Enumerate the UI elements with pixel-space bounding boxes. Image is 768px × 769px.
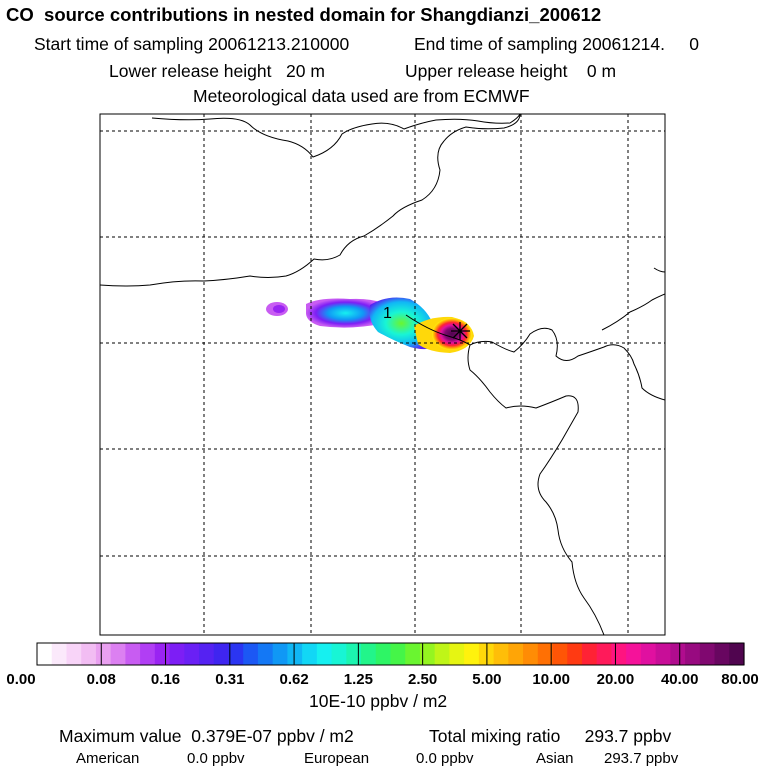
colorbar-cell (199, 643, 215, 665)
coastline-bohai (469, 327, 665, 401)
colorbar-cell (552, 643, 568, 665)
american-label: American (76, 750, 140, 767)
colorbar-cell (655, 643, 671, 665)
max-value-label: Maximum value 0.379E-07 ppbv / m2 (59, 726, 354, 746)
colorbar-cell (169, 643, 185, 665)
colorbar-cell (272, 643, 288, 665)
colorbar-cell (302, 643, 318, 665)
colorbar-cell (110, 643, 126, 665)
colorbar-cell (685, 643, 701, 665)
coastline-east (405, 314, 605, 635)
map-boundaries (100, 114, 665, 635)
colorbar-cell (331, 643, 347, 665)
colorbar-tick-label: 0.31 (215, 671, 245, 688)
met-data-label: Meteorological data used are from ECMWF (193, 86, 530, 106)
concentration-plume (266, 297, 474, 353)
chart-title: CO source contributions in nested domain… (6, 4, 602, 25)
colorbar-cell (449, 643, 465, 665)
colorbar-cell (140, 643, 156, 665)
colorbar-cell (51, 643, 68, 665)
colorbar (37, 643, 745, 665)
colorbar-unit-label: 10E-10 ppbv / m2 (309, 691, 448, 711)
colorbar-tick-label: 5.00 (472, 671, 502, 688)
colorbar-cell (419, 643, 436, 665)
colorbar-cell (699, 643, 716, 665)
colorbar-cell (729, 643, 745, 665)
asian-value: 293.7 ppbv (604, 750, 679, 767)
border-northeast-corner (653, 267, 665, 273)
colorbar-cell (228, 643, 244, 665)
colorbar-cell (581, 643, 598, 665)
map-frame (99, 113, 666, 636)
colorbar-cell (257, 643, 274, 665)
american-value: 0.0 ppbv (187, 750, 245, 767)
colorbar-cell (434, 643, 451, 665)
colorbar-cell (626, 643, 642, 665)
colorbar-cell (154, 643, 171, 665)
colorbar-cell (316, 643, 333, 665)
start-time-label: Start time of sampling 20061213.210000 (34, 34, 350, 54)
colorbar-cell (640, 643, 657, 665)
colorbar-cell (287, 643, 303, 665)
colorbar-cell (493, 643, 509, 665)
colorbar-tick-label: 0.16 (150, 671, 181, 688)
european-value: 0.0 ppbv (416, 750, 474, 767)
colorbar-tick-label: 0.08 (86, 671, 116, 688)
plume-blob-far-west-core (273, 305, 285, 313)
colorbar-cell (346, 643, 362, 665)
colorbar-cell (537, 643, 554, 665)
colorbar-cell (714, 643, 730, 665)
total-mixing-ratio: Total mixing ratio 293.7 ppbv (429, 726, 672, 746)
end-time-label: End time of sampling 20061214. 0 (414, 34, 700, 54)
colorbar-cell (523, 643, 539, 665)
contour-label: 1 (383, 305, 392, 322)
border-inner-mongolia (100, 114, 521, 287)
colorbar-tick-label: 80.00 (721, 671, 759, 688)
colorbar-cell (243, 643, 259, 665)
colorbar-cell (37, 643, 53, 665)
colorbar-cell (390, 643, 406, 665)
colorbar-cell (670, 643, 686, 665)
colorbar-frame (36, 642, 745, 666)
border-northeast (601, 293, 665, 331)
colorbar-cell (567, 643, 583, 665)
asian-label: Asian (536, 750, 574, 767)
colorbar-cell (81, 643, 97, 665)
plume-west (306, 298, 385, 328)
colorbar-cell (375, 643, 392, 665)
map-grid (100, 114, 665, 635)
colorbar-cell (66, 643, 82, 665)
colorbar-cell (361, 643, 377, 665)
receptor-marker (451, 322, 470, 340)
colorbar-cell (508, 643, 524, 665)
colorbar-cell (405, 643, 421, 665)
lower-release-height: Lower release height 20 m (109, 61, 325, 81)
colorbar-tick-label: 0.62 (279, 671, 309, 688)
colorbar-tick-label: 2.50 (408, 671, 438, 688)
colorbar-tick-label: 10.00 (532, 671, 570, 688)
border-north (151, 114, 521, 158)
european-label: European (304, 750, 370, 767)
colorbar-tick-label: 1.25 (343, 671, 373, 688)
colorbar-cell (184, 643, 200, 665)
colorbar-cell (213, 643, 230, 665)
colorbar-tick-label: 0.00 (6, 671, 36, 688)
colorbar-cell (464, 643, 480, 665)
colorbar-cell (125, 643, 141, 665)
colorbar-tick-label: 40.00 (660, 671, 699, 688)
colorbar-tick-label: 20.00 (596, 671, 635, 688)
upper-release-height: Upper release height 0 m (405, 61, 617, 81)
colorbar-cell (596, 643, 613, 665)
colorbar-cell (95, 643, 112, 665)
colorbar-cell (611, 643, 627, 665)
plume-core (432, 318, 472, 350)
